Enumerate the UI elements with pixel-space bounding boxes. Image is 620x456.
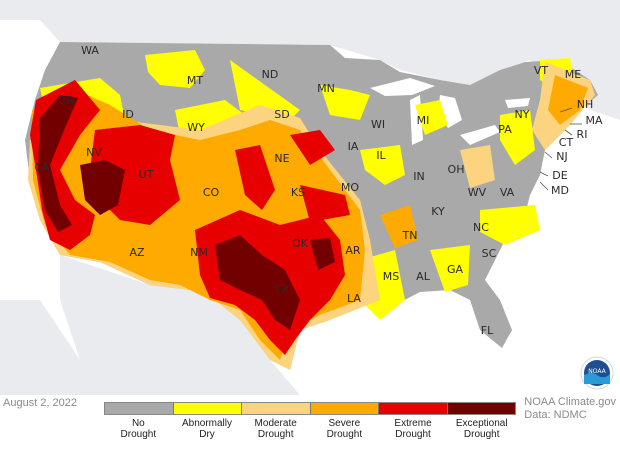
map-date: August 2, 2022 — [3, 397, 78, 409]
legend-label-line2: Drought — [257, 429, 294, 440]
drought-exceptional — [38, 95, 335, 330]
state-label-ms: MS — [383, 270, 399, 283]
state-label-ut: UT — [139, 168, 154, 181]
state-label-oh: OH — [448, 163, 465, 176]
legend-label: Extreme Drought — [379, 418, 448, 440]
state-label-nc: NC — [473, 221, 489, 234]
credit: NOAA Climate.gov Data: NDMC — [524, 396, 616, 422]
state-label-la: LA — [347, 292, 361, 305]
state-label-de: DE — [552, 169, 567, 182]
legend-label-line2: Drought — [326, 429, 363, 440]
state-label-ia: IA — [348, 140, 359, 153]
state-label-fl: FL — [481, 324, 494, 337]
state-label-wi: WI — [371, 118, 385, 131]
state-label-va: VA — [500, 186, 515, 199]
legend-label: Abnormally Dry — [173, 418, 242, 440]
legend-label-line2: Drought — [395, 429, 431, 440]
state-label-ri: RI — [577, 128, 588, 141]
legend-label-line1: Moderate — [254, 418, 297, 429]
state-label-vt: VT — [534, 64, 549, 77]
state-label-in: IN — [413, 170, 424, 183]
legend-label-line1: Extreme — [394, 418, 432, 429]
state-label-ar: AR — [345, 244, 361, 257]
legend-swatch — [241, 403, 310, 414]
state-label-ga: GA — [447, 263, 464, 276]
state-label-tn: TN — [402, 229, 418, 242]
credit-data: Data: NDMC — [524, 409, 587, 421]
legend-label: No Drought — [104, 418, 173, 440]
state-labels: WA MT ND MN OR ID WY SD WI MI NY VT ME N… — [34, 44, 603, 337]
state-label-al: AL — [416, 270, 431, 283]
state-label-wv: WV — [468, 186, 487, 199]
drought-map: WA MT ND MN OR ID WY SD WI MI NY VT ME N… — [0, 0, 620, 395]
state-label-mn: MN — [317, 82, 335, 95]
legend-label: Exceptional Drought — [447, 418, 516, 440]
legend-colorbar — [104, 402, 516, 415]
state-label-ny: NY — [515, 108, 530, 121]
map-canvas: WA MT ND MN OR ID WY SD WI MI NY VT ME N… — [0, 0, 620, 395]
state-label-nv: NV — [86, 146, 102, 159]
legend-labels: No Drought Abnormally Dry Moderate Drought Sev… — [104, 418, 516, 440]
legend-swatch — [172, 403, 241, 414]
legend-swatch — [105, 403, 173, 414]
leader-lines — [539, 107, 582, 191]
legend-label-line2: Drought — [120, 429, 157, 440]
state-label-md: MD — [551, 184, 569, 197]
state-label-mi: MI — [417, 114, 430, 127]
state-label-ks: KS — [291, 186, 305, 199]
state-label-ma: MA — [585, 114, 602, 127]
state-label-ct: CT — [559, 136, 574, 149]
legend-label-line1: Exceptional — [455, 418, 508, 429]
neighbor-land — [0, 0, 620, 395]
state-label-nh: NH — [577, 98, 594, 111]
state-label-nm: NM — [190, 246, 208, 259]
state-label-me: ME — [565, 68, 581, 81]
state-label-wa: WA — [81, 44, 99, 57]
state-label-co: CO — [203, 186, 220, 199]
state-label-nd: ND — [262, 68, 279, 81]
legend-label-line1: No — [131, 418, 145, 429]
state-label-az: AZ — [129, 246, 145, 259]
state-label-ky: KY — [431, 205, 445, 218]
state-label-wy: WY — [187, 121, 205, 134]
legend-swatch — [378, 403, 447, 414]
state-label-sd: SD — [274, 108, 289, 121]
state-label-ne: NE — [274, 152, 289, 165]
state-label-ca: CA — [34, 161, 50, 174]
legend-swatch — [309, 403, 378, 414]
legend-label-line2: Dry — [199, 429, 215, 440]
state-label-il: IL — [376, 149, 386, 162]
noaa-logo-text: NOAA — [588, 368, 606, 375]
state-label-nj: NJ — [556, 150, 567, 163]
credit-source: NOAA Climate.gov — [524, 396, 616, 408]
state-label-pa: PA — [498, 123, 512, 136]
noaa-logo: NOAA — [580, 356, 614, 390]
legend-label: Moderate Drought — [241, 418, 310, 440]
state-label-mt: MT — [187, 74, 203, 87]
legend-swatch — [446, 403, 515, 414]
state-label-sc: SC — [482, 247, 497, 260]
state-label-id: ID — [122, 108, 134, 121]
state-label-tx: TX — [274, 283, 290, 296]
legend-label: Severe Drought — [310, 418, 379, 440]
state-label-or: OR — [58, 94, 75, 107]
legend-label-line1: Severe — [328, 418, 361, 429]
legend: No Drought Abnormally Dry Moderate Drought Sev… — [104, 402, 516, 440]
legend-label-line2: Drought — [463, 429, 500, 440]
state-label-mo: MO — [341, 181, 359, 194]
state-label-ok: OK — [292, 237, 309, 250]
legend-label-line1: Abnormally — [181, 418, 233, 429]
